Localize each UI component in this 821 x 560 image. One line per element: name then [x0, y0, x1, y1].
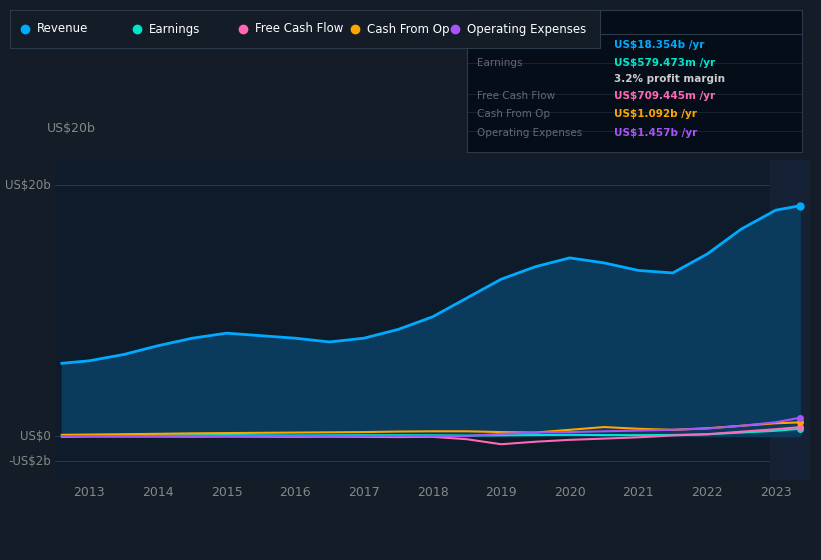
Text: US$1.457b /yr: US$1.457b /yr: [614, 128, 698, 138]
Text: US$1.092b /yr: US$1.092b /yr: [614, 109, 697, 119]
Text: Revenue: Revenue: [37, 22, 88, 35]
Text: Operating Expenses: Operating Expenses: [477, 128, 582, 138]
Text: 3.2% profit margin: 3.2% profit margin: [614, 74, 726, 84]
Bar: [770, 160, 810, 480]
Text: US$0: US$0: [21, 430, 51, 442]
Text: Free Cash Flow: Free Cash Flow: [255, 22, 343, 35]
Text: Cash From Op: Cash From Op: [367, 22, 449, 35]
Text: US$579.473m /yr: US$579.473m /yr: [614, 58, 716, 68]
Text: Free Cash Flow: Free Cash Flow: [477, 91, 555, 101]
Text: Operating Expenses: Operating Expenses: [467, 22, 586, 35]
Text: US$20b: US$20b: [6, 179, 51, 192]
Text: US$20b: US$20b: [47, 122, 96, 135]
Text: US$18.354b /yr: US$18.354b /yr: [614, 40, 704, 50]
Text: Jun 30 2023: Jun 30 2023: [477, 20, 555, 33]
Text: Earnings: Earnings: [149, 22, 200, 35]
Text: Cash From Op: Cash From Op: [477, 109, 550, 119]
Text: -US$2b: -US$2b: [8, 455, 51, 468]
Text: US$709.445m /yr: US$709.445m /yr: [614, 91, 716, 101]
Text: Revenue: Revenue: [477, 40, 522, 50]
Text: Earnings: Earnings: [477, 58, 522, 68]
